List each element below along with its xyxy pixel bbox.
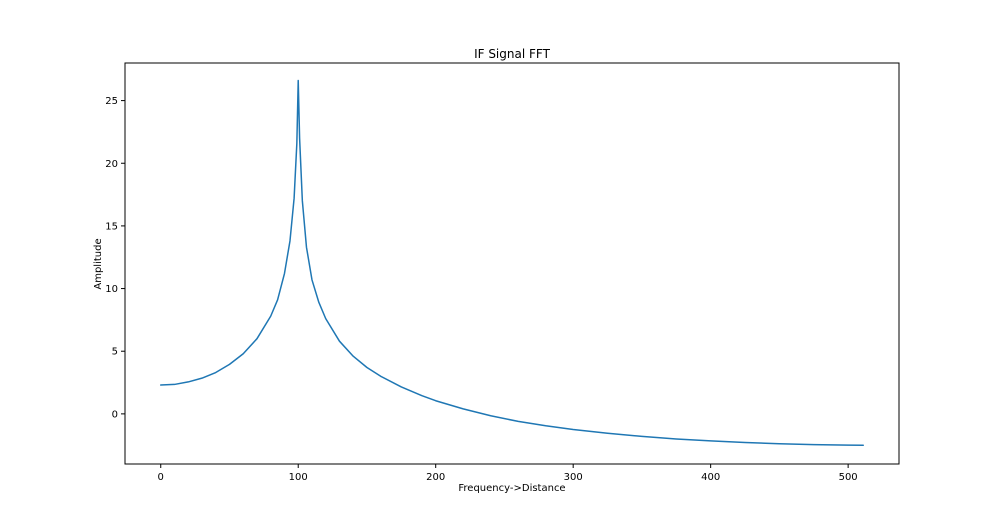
x-tick-label: 300 [564,472,583,483]
x-tick-label: 400 [701,472,720,483]
y-tick-label: 25 [105,96,118,107]
y-tick-label: 5 [112,347,118,358]
chart-title: IF Signal FFT [474,47,551,61]
x-tick-label: 100 [289,472,308,483]
x-axis-label: Frequency->Distance [458,483,565,494]
x-tick-label: 200 [426,472,445,483]
y-tick-label: 20 [105,159,118,170]
x-tick-label: 500 [839,472,858,483]
y-axis-ticks: 0 5 10 15 20 25 [105,96,125,420]
y-axis-label: Amplitude [93,238,104,289]
y-tick-label: 10 [105,284,118,295]
axes-frame [124,62,900,465]
y-tick-label: 15 [105,221,118,232]
x-axis-ticks: 0 100 200 300 400 500 [158,464,858,483]
y-tick-label: 0 [112,409,118,420]
x-tick-label: 0 [158,472,164,483]
amplitude-series-line [159,79,865,446]
